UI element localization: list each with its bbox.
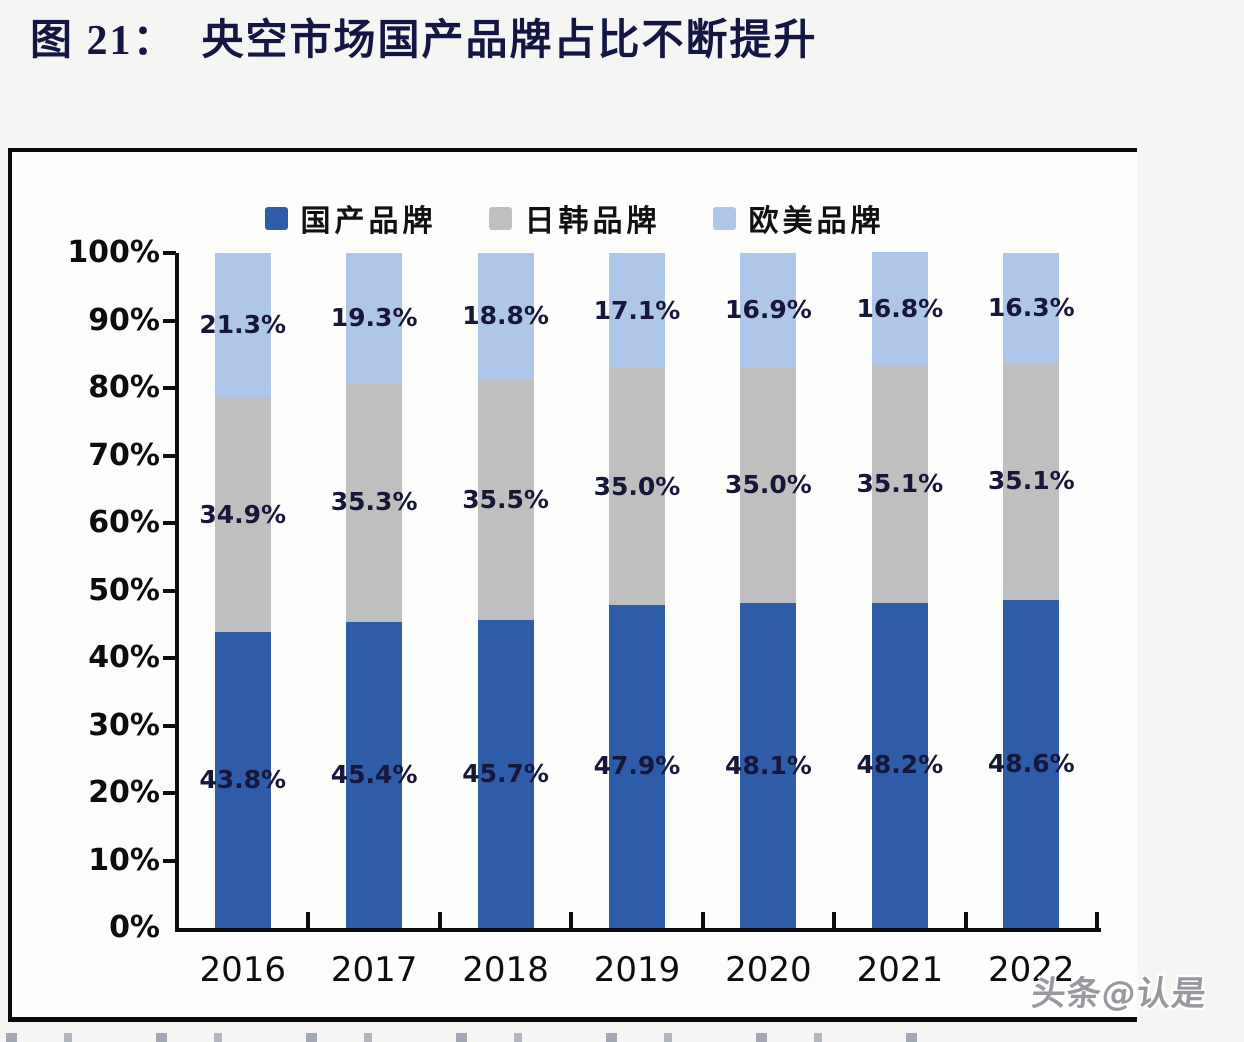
bar-segment	[871, 602, 928, 928]
y-tick-label: 100%	[67, 235, 160, 270]
bar-segment	[214, 253, 271, 397]
x-tick-label: 2016	[199, 950, 286, 990]
x-axis-tick	[306, 912, 311, 928]
y-tick-label: 40%	[88, 640, 160, 675]
bar-value-label: 35.1%	[987, 466, 1075, 496]
bar-segment	[1003, 363, 1060, 600]
legend-swatch-icon	[488, 206, 512, 230]
x-axis-tick	[963, 912, 968, 928]
bar-segment	[740, 253, 797, 368]
chart-legend: 国产品牌 日韩品牌 欧美品牌	[264, 196, 885, 240]
y-tick-label: 60%	[88, 505, 160, 540]
legend-swatch-icon	[264, 206, 288, 230]
cropped-text-fragments	[6, 1033, 956, 1042]
y-tick-label: 50%	[88, 572, 160, 608]
y-tick-label: 20%	[88, 775, 160, 810]
x-tick-label: 2018	[462, 950, 549, 990]
bar-value-label: 16.9%	[725, 295, 812, 325]
figure-title: 图 21： 央空市场国产品牌占比不断提升	[30, 18, 818, 64]
y-axis-tick	[163, 858, 176, 863]
x-tick-label: 2019	[593, 950, 681, 990]
bar-value-label: 45.7%	[462, 758, 549, 788]
bar-segment	[609, 368, 665, 605]
y-tick-label: 0%	[109, 910, 160, 945]
x-axis-tick	[1095, 912, 1099, 928]
bar-segment	[609, 604, 665, 928]
bar-segment	[1003, 599, 1060, 928]
bar-value-label: 45.4%	[330, 759, 418, 789]
bar-value-label: 16.8%	[856, 294, 944, 324]
bar-value-label: 35.0%	[725, 470, 812, 500]
y-tick-label: 10%	[88, 842, 160, 878]
y-axis-tick	[163, 588, 176, 593]
y-axis-tick	[163, 723, 176, 728]
legend-swatch-icon	[712, 206, 736, 230]
x-tick-label: 2022	[988, 950, 1075, 990]
legend-item: 欧美品牌	[712, 196, 885, 240]
bar-value-label: 47.9%	[593, 751, 681, 781]
x-axis-tick	[437, 912, 442, 928]
y-axis-tick	[163, 251, 176, 255]
y-tick-label: 90%	[88, 302, 160, 338]
bar-value-label: 48.2%	[856, 750, 944, 780]
bar-segment	[477, 253, 534, 380]
legend-item: 国产品牌	[264, 196, 437, 240]
legend-label: 日韩品牌	[524, 205, 661, 238]
x-axis-tick	[832, 912, 837, 928]
bar-segment	[477, 619, 534, 928]
bar-value-label: 17.1%	[593, 295, 681, 325]
bar-value-label: 48.1%	[725, 750, 812, 780]
legend-item: 日韩品牌	[488, 196, 661, 240]
bar-segment	[740, 367, 797, 604]
bar-segment	[346, 383, 403, 622]
y-axis-tick	[163, 791, 176, 795]
bar-value-label: 35.3%	[330, 487, 418, 517]
x-axis-tick	[700, 912, 705, 928]
legend-label: 国产品牌	[300, 205, 437, 238]
bar-value-label: 35.5%	[462, 484, 549, 514]
bar-segment	[214, 396, 271, 633]
y-axis-tick	[163, 521, 176, 525]
y-axis-tick	[163, 386, 176, 390]
x-axis-line	[175, 928, 1101, 932]
bar-segment	[871, 252, 928, 366]
bar-value-label: 16.3%	[987, 293, 1075, 322]
x-tick-label: 2017	[330, 950, 418, 990]
bar-segment	[1003, 253, 1060, 364]
y-tick-label: 70%	[88, 437, 160, 473]
bar-segment	[477, 379, 534, 620]
y-tick-label: 80%	[88, 370, 160, 405]
x-tick-label: 2021	[856, 950, 944, 990]
bar-segment	[609, 253, 665, 369]
bar-value-label: 18.8%	[462, 301, 549, 331]
bar-value-label: 34.9%	[199, 499, 287, 529]
bar-value-label: 35.1%	[856, 469, 944, 499]
bar-value-label: 21.3%	[199, 309, 287, 339]
bar-value-label: 43.8%	[199, 765, 287, 795]
watermark-text: 头条@认是	[1029, 974, 1209, 1014]
bar-value-label: 19.3%	[330, 303, 418, 333]
bar-segment	[871, 365, 928, 603]
y-axis-tick	[163, 453, 176, 458]
bar-segment	[346, 621, 403, 928]
bar-segment	[346, 253, 403, 384]
y-tick-label: 30%	[88, 707, 160, 743]
bar-segment	[740, 603, 797, 928]
bar-value-label: 35.0%	[593, 471, 681, 501]
legend-label: 欧美品牌	[748, 205, 885, 238]
y-axis-tick	[163, 318, 176, 323]
bar-value-label: 48.6%	[987, 748, 1075, 778]
bar-segment	[214, 632, 271, 928]
x-tick-label: 2020	[725, 950, 812, 990]
chart-frame: 国产品牌 日韩品牌 欧美品牌 100% 90% 80% 70% 60% 50% 40% 30% 20…	[8, 148, 1137, 1022]
y-axis-line	[175, 253, 179, 932]
x-axis-tick	[569, 912, 574, 928]
y-axis-tick	[163, 656, 176, 660]
